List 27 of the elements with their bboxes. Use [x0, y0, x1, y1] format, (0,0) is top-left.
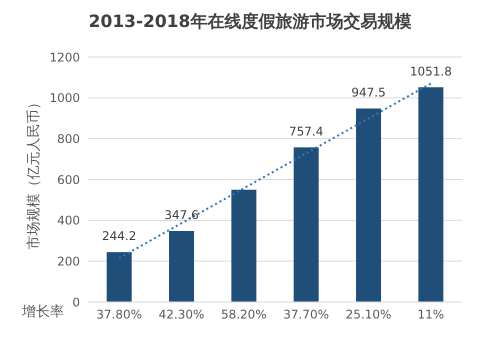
data-label: 347.6	[164, 208, 199, 222]
text: 增长率	[22, 303, 64, 321]
x-tick-label: 25.10%	[346, 308, 392, 322]
y-tick-label: 400	[57, 214, 80, 228]
x-tick-label: 37.70%	[283, 308, 330, 322]
bar	[231, 190, 256, 302]
bar	[106, 252, 132, 302]
y-axis-title: 市场规模（亿元人民币）	[26, 96, 42, 250]
y-tick-label: 200	[57, 254, 80, 268]
y-tick-label: 800	[57, 132, 80, 146]
x-tick-label: 42.30%	[158, 308, 204, 322]
x-tick-label: 58.20%	[220, 308, 267, 322]
x-tick-label: 11%	[417, 308, 444, 322]
data-label: 244.2	[102, 229, 136, 244]
y-tick-label: 600	[57, 172, 80, 187]
bar	[294, 147, 319, 302]
data-label: 757.4	[289, 124, 324, 138]
x-tick-label: 37.80%	[96, 308, 142, 322]
y-tick-label: 1000	[49, 91, 80, 106]
bar	[356, 108, 382, 302]
bar	[418, 87, 444, 302]
data-label: 1051.8	[410, 64, 452, 78]
data-label: 947.5	[351, 86, 386, 100]
y-tick-label: 0	[72, 295, 80, 310]
y-tick-label: 1200	[49, 50, 80, 64]
chart-title: 2013-2018年在线度假旅游市场交易规模	[88, 11, 412, 33]
bar	[169, 231, 194, 302]
